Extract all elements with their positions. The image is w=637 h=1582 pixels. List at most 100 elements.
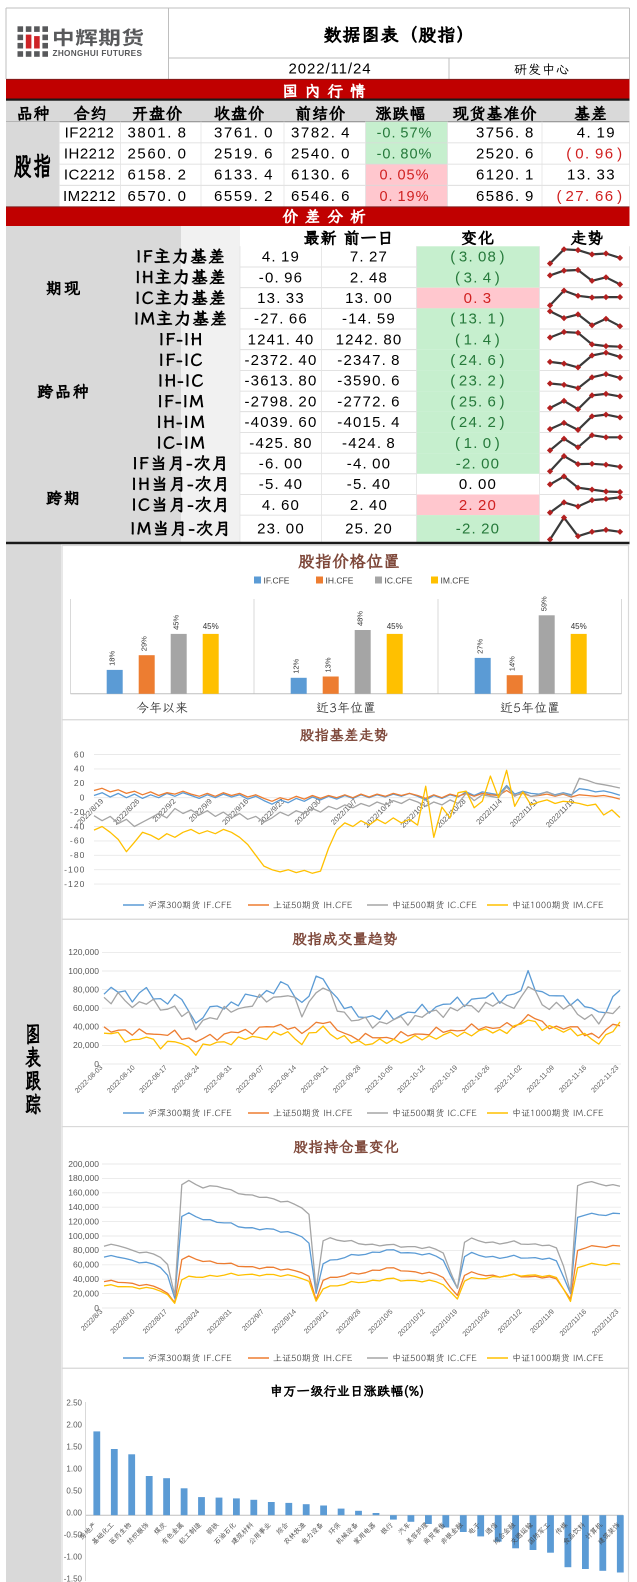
svg-text:-0. 57%: -0. 57% [377,125,433,141]
svg-text:( 25. 6 ): ( 25. 6 ) [450,393,506,410]
svg-text:-2. 20: -2. 20 [456,521,500,538]
svg-text:40,000: 40,000 [73,1274,99,1284]
svg-text:0: 0 [94,1059,99,1069]
svg-text:0. 19%: 0. 19% [379,189,429,205]
svg-text:59%: 59% [540,596,549,611]
svg-text:-0. 96: -0. 96 [259,269,303,286]
svg-text:6120. 1: 6120. 1 [476,167,535,184]
svg-text:2520. 6: 2520. 6 [476,146,535,163]
svg-text:0: 0 [80,793,86,803]
svg-text:2519. 6: 2519. 6 [214,146,274,163]
svg-text:-424. 8: -424. 8 [342,435,396,452]
svg-text:( 1. 4 ): ( 1. 4 ) [455,331,501,348]
svg-text:1.00: 1.00 [66,1465,82,1474]
svg-text:40: 40 [74,764,86,774]
svg-text:IH2212: IH2212 [64,146,115,163]
svg-text:20: 20 [74,778,86,788]
svg-text:14%: 14% [508,656,517,671]
svg-text:-2798. 20: -2798. 20 [244,393,317,410]
svg-text:-1.00: -1.00 [64,1553,83,1562]
svg-text:3756. 8: 3756. 8 [476,124,535,141]
svg-text:2. 48: 2. 48 [350,269,388,286]
svg-text:13. 33: 13. 33 [257,290,305,307]
svg-text:-120: -120 [64,879,85,889]
svg-text:-4015. 4: -4015. 4 [337,414,400,431]
svg-text:( 24. 6 ): ( 24. 6 ) [450,352,506,369]
svg-text:IF.CFE: IF.CFE [264,576,290,586]
svg-text:6586. 9: 6586. 9 [476,188,535,205]
svg-text:-100: -100 [64,865,85,875]
svg-text:20,000: 20,000 [73,1040,99,1050]
svg-text:-0.50: -0.50 [64,1531,83,1540]
svg-text:45%: 45% [571,622,587,631]
svg-text:7. 27: 7. 27 [350,249,388,266]
svg-text:13%: 13% [324,657,333,672]
svg-text:1.50: 1.50 [66,1442,82,1451]
svg-text:18%: 18% [108,651,117,666]
svg-text:23. 00: 23. 00 [257,521,305,538]
svg-text:( 23. 2 ): ( 23. 2 ) [450,373,506,390]
svg-text:180,000: 180,000 [68,1173,99,1183]
svg-text:-425. 80: -425. 80 [249,435,312,452]
svg-text:-40: -40 [70,821,86,831]
svg-text:45%: 45% [387,622,403,631]
svg-text:-6. 00: -6. 00 [259,455,303,472]
svg-text:60,000: 60,000 [73,1003,99,1013]
svg-text:( 13. 1 ): ( 13. 1 ) [450,311,506,328]
svg-text:3801. 8: 3801. 8 [127,124,187,141]
svg-text:IF2212: IF2212 [65,124,115,141]
svg-text:( 1. 0 ): ( 1. 0 ) [455,435,501,452]
svg-text:-2. 00: -2. 00 [456,455,500,472]
svg-text:IM2212: IM2212 [63,188,116,205]
svg-text:-27. 66: -27. 66 [254,311,308,328]
svg-text:( 3. 08 ): ( 3. 08 ) [450,249,506,266]
svg-text:-2772. 6: -2772. 6 [337,393,400,410]
svg-text:48%: 48% [356,611,365,626]
svg-text:2022/11/24: 2022/11/24 [289,61,372,78]
svg-text:27%: 27% [476,639,485,654]
svg-text:0: 0 [94,1303,99,1313]
svg-text:-20: -20 [70,807,86,817]
svg-text:IC2212: IC2212 [64,167,115,184]
svg-text:140,000: 140,000 [68,1202,99,1212]
svg-text:-5. 40: -5. 40 [347,476,391,493]
svg-text:-5. 40: -5. 40 [259,476,303,493]
svg-text:120,000: 120,000 [68,1216,99,1226]
svg-text:6559. 2: 6559. 2 [214,188,274,205]
svg-text:-4. 00: -4. 00 [347,455,391,472]
svg-text:0. 05%: 0. 05% [379,168,429,184]
svg-text:4. 19: 4. 19 [577,124,616,141]
svg-text:2. 40: 2. 40 [350,497,388,514]
svg-text:200,000: 200,000 [68,1159,99,1169]
svg-text:80,000: 80,000 [73,984,99,994]
svg-text:4. 60: 4. 60 [262,497,300,514]
svg-text:100,000: 100,000 [68,1231,99,1241]
svg-text:12%: 12% [292,658,301,673]
svg-text:45%: 45% [172,615,181,630]
svg-text:ZHONGHUI FUTURES: ZHONGHUI FUTURES [53,49,143,58]
svg-text:6130. 6: 6130. 6 [291,167,351,184]
svg-text:-2372. 40: -2372. 40 [244,352,317,369]
svg-text:0. 00: 0. 00 [459,476,497,493]
svg-text:2540. 0: 2540. 0 [291,146,351,163]
svg-text:1242. 80: 1242. 80 [336,331,403,348]
svg-text:-60: -60 [70,836,86,846]
svg-text:13. 33: 13. 33 [567,167,616,184]
svg-text:-14. 59: -14. 59 [342,311,396,328]
svg-text:80,000: 80,000 [73,1245,99,1255]
svg-text:160,000: 160,000 [68,1188,99,1198]
svg-text:120,000: 120,000 [68,947,99,957]
svg-text:3782. 4: 3782. 4 [291,124,351,141]
svg-text:-1.50: -1.50 [64,1575,83,1582]
svg-text:( 27. 66 ): ( 27. 66 ) [556,188,623,205]
svg-text:25. 20: 25. 20 [345,521,393,538]
svg-text:29%: 29% [140,636,149,651]
svg-text:2560. 0: 2560. 0 [127,146,187,163]
svg-text:60,000: 60,000 [73,1260,99,1270]
svg-text:IC.CFE: IC.CFE [385,576,413,586]
svg-text:( 3. 4 ): ( 3. 4 ) [455,269,501,286]
svg-text:0.50: 0.50 [66,1487,82,1496]
svg-text:45%: 45% [203,622,219,631]
svg-text:6546. 6: 6546. 6 [291,188,351,205]
svg-text:2.00: 2.00 [66,1420,82,1429]
